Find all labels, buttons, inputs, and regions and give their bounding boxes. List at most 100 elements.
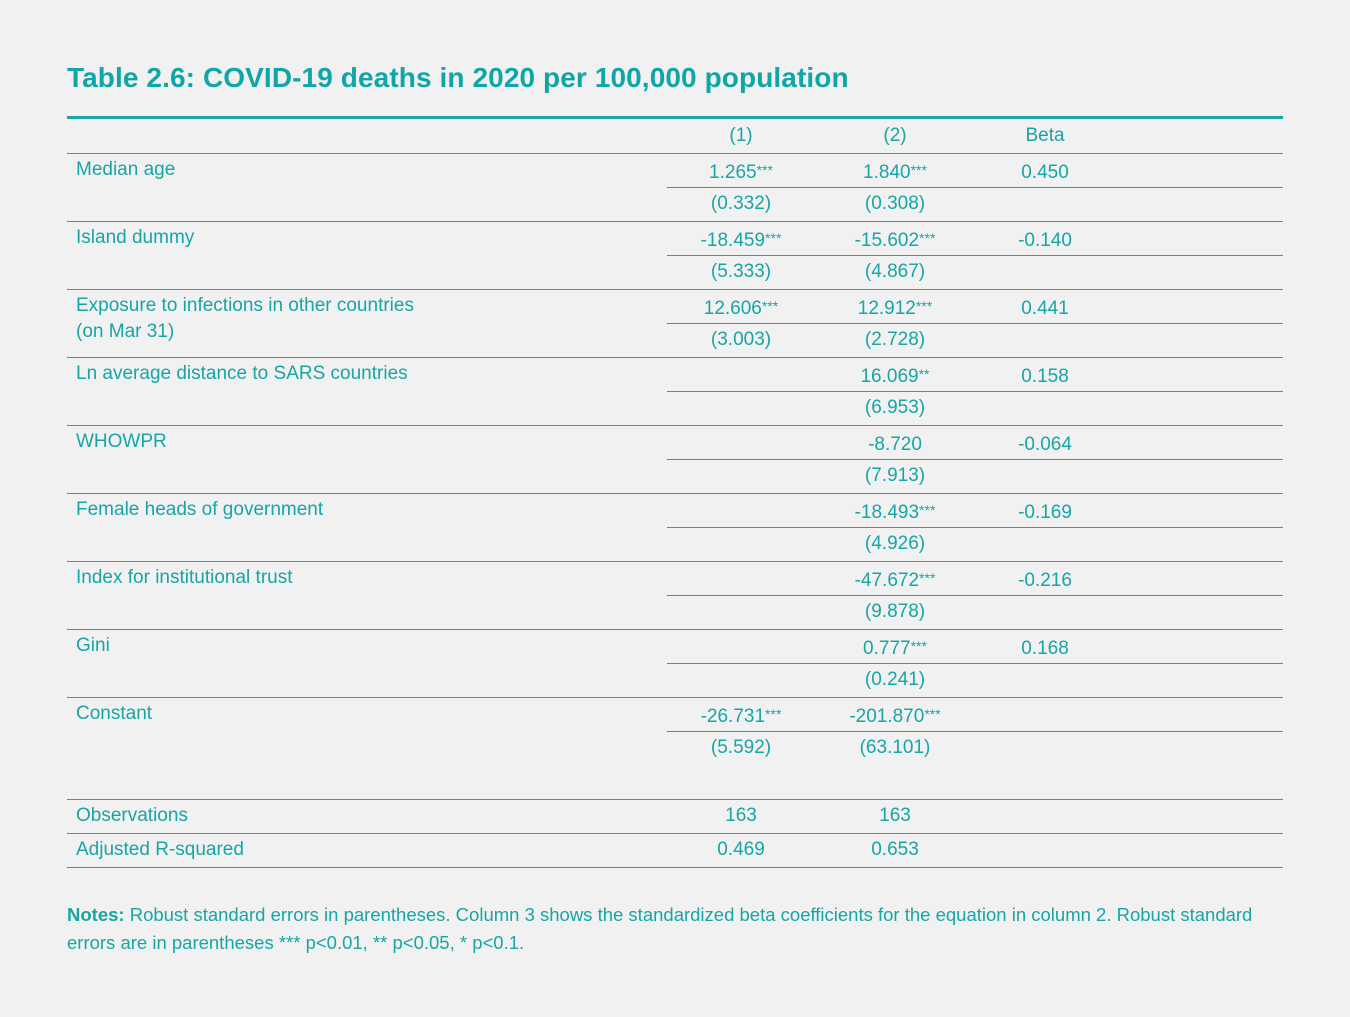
coefficient-value: 0.441 — [1021, 298, 1069, 319]
coefficient-row: Constant -26.731*** -201.870*** — [67, 697, 1283, 734]
significance-stars: *** — [761, 298, 779, 314]
significance-stars: *** — [919, 570, 936, 586]
significance-stars: *** — [915, 298, 933, 314]
coefficient-row: Ln average distance to SARS countries 16.… — [67, 357, 1283, 392]
coefficient-value: -47.672 — [854, 570, 920, 591]
coefficient-value: -18.459 — [700, 230, 766, 251]
row-divider — [667, 594, 1283, 596]
standard-error-cell: (5.592) — [710, 737, 772, 758]
standard-error-cell: (7.913) — [864, 465, 926, 486]
coefficient-cell: 0.441 — [975, 289, 1115, 326]
coefficient-row: Median age 1.265*** 1.840*** 0.450 — [67, 153, 1283, 190]
variable-label: Island dummy — [76, 227, 195, 248]
row-divider — [67, 424, 1283, 426]
standard-error-cell: (0.241) — [864, 669, 926, 690]
coefficient-cell: -0.140 — [975, 221, 1115, 258]
coefficient-cell: -0.216 — [975, 561, 1115, 598]
coefficient-cell: 0.168 — [975, 629, 1115, 666]
significance-stars: *** — [756, 162, 773, 178]
header-row: (1) (2) Beta — [67, 119, 1283, 154]
stat-row: Adjusted R-squared 0.469 0.653 — [67, 833, 1283, 868]
row-divider — [667, 458, 1283, 460]
coefficient-value: -8.720 — [868, 434, 922, 455]
row-divider — [667, 662, 1283, 664]
row-divider — [67, 356, 1283, 358]
row-divider — [67, 696, 1283, 698]
row-divider — [67, 628, 1283, 630]
coefficient-cell: -0.169 — [975, 493, 1115, 530]
significance-stars: *** — [765, 706, 782, 722]
coefficient-value: 12.606 — [703, 298, 762, 319]
standard-error-cell: (4.867) — [864, 261, 926, 282]
standard-error-cell: (63.101) — [859, 737, 931, 758]
coefficient-row: WHOWPR -8.720 -0.064 — [67, 425, 1283, 462]
variable-label: Index for institutional trust — [76, 567, 293, 588]
coefficient-cell: 1.840*** — [815, 153, 975, 190]
standard-error-cell: (6.953) — [864, 397, 926, 418]
standard-error-cell: (9.878) — [864, 601, 926, 622]
coefficient-value: 12.912 — [857, 298, 916, 319]
standard-error-row: (on Mar 31) (3.003) (2.728) — [67, 321, 1283, 358]
standard-error-row: (0.332) (0.308) — [67, 187, 1283, 222]
stat-label: Observations — [76, 805, 188, 826]
standard-error-row: (5.592) (63.101) — [67, 731, 1283, 800]
variable-label: Gini — [76, 635, 110, 656]
row-divider — [67, 832, 1283, 834]
standard-error-row: (7.913) — [67, 459, 1283, 494]
significance-stars: *** — [924, 706, 941, 722]
standard-error-row: (9.878) — [67, 595, 1283, 630]
coefficient-cell: -18.493*** — [815, 493, 975, 530]
row-divider — [67, 866, 1283, 868]
coefficient-cell: -8.720 — [815, 425, 975, 462]
table-title: Table 2.6: COVID-19 deaths in 2020 per 1… — [67, 62, 849, 93]
coefficient-row: Exposure to infections in other countrie… — [67, 289, 1283, 326]
stat-label: Adjusted R-squared — [76, 839, 244, 860]
row-divider — [67, 220, 1283, 222]
column-header: (2) — [883, 125, 907, 146]
coefficient-value: 16.069 — [860, 366, 919, 387]
notes-text: Robust standard errors in parentheses. C… — [67, 904, 1253, 953]
standard-error-cell: (5.333) — [710, 261, 772, 282]
coefficient-value: -0.140 — [1018, 230, 1072, 251]
variable-label: WHOWPR — [76, 431, 167, 452]
significance-stars: *** — [919, 230, 936, 246]
coefficient-value: -15.602 — [854, 230, 920, 251]
row-divider — [67, 560, 1283, 562]
variable-label: Female heads of government — [76, 499, 324, 520]
table-notes: Notes: Robust standard errors in parenth… — [67, 901, 1277, 957]
standard-error-cell: (0.332) — [710, 193, 772, 214]
standard-error-row: (6.953) — [67, 391, 1283, 426]
coefficient-cell: -15.602*** — [815, 221, 975, 258]
standard-error-cell: (0.308) — [864, 193, 926, 214]
coefficient-row: Island dummy -18.459*** -15.602*** -0.140 — [67, 221, 1283, 258]
coefficient-value: 0.450 — [1021, 162, 1069, 183]
coefficient-row: Female heads of government -18.493*** -0.1… — [67, 493, 1283, 530]
standard-error-row: (0.241) — [67, 663, 1283, 698]
coefficient-value: -18.493 — [854, 502, 920, 523]
stat-row: Observations 163 163 — [67, 799, 1283, 834]
row-divider — [667, 186, 1283, 188]
stat-value: 0.469 — [717, 839, 765, 860]
significance-stars: *** — [910, 162, 927, 178]
coefficient-cell: -47.672*** — [815, 561, 975, 598]
significance-stars: *** — [765, 230, 782, 246]
variable-label: Constant — [76, 703, 153, 724]
coefficient-cell: -18.459*** — [667, 221, 815, 258]
stat-value: 163 — [879, 805, 911, 826]
coefficient-value: 1.840 — [863, 162, 911, 183]
coefficient-cell: 1.265*** — [667, 153, 815, 190]
coefficient-cell: -26.731*** — [667, 697, 815, 734]
stat-value: 163 — [725, 805, 757, 826]
standard-error-row: (4.926) — [67, 527, 1283, 562]
row-divider — [667, 390, 1283, 392]
row-divider — [67, 492, 1283, 494]
coefficient-cell: 12.606*** — [667, 289, 815, 326]
standard-error-cell: (3.003) — [710, 329, 772, 350]
variable-label: Exposure to infections in other countrie… — [76, 295, 414, 316]
variable-label-line2: (on Mar 31) — [76, 321, 175, 342]
row-divider — [67, 288, 1283, 290]
coefficient-value: 1.265 — [709, 162, 757, 183]
standard-error-row: (5.333) (4.867) — [67, 255, 1283, 290]
coefficient-row: Index for institutional trust -47.672*** -… — [67, 561, 1283, 598]
coefficient-cell: 0.450 — [975, 153, 1115, 190]
